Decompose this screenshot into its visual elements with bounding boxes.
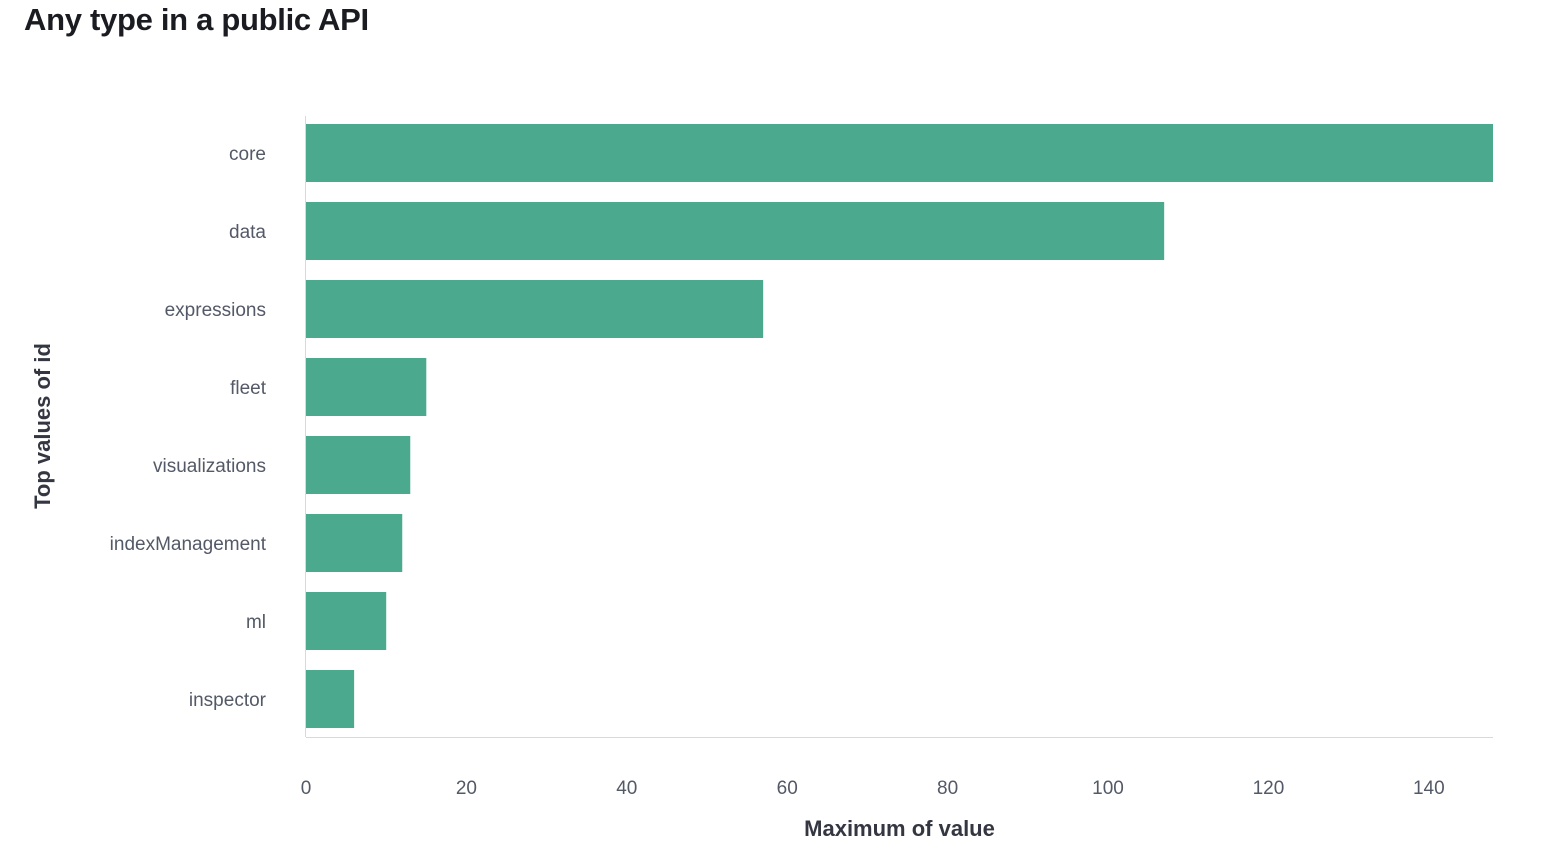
bar-expressions[interactable] — [306, 280, 764, 338]
x-tick-label: 80 — [937, 778, 958, 799]
y-tick-label: expressions — [165, 300, 266, 321]
y-tick-label: visualizations — [153, 456, 266, 477]
bar-fleet[interactable] — [306, 358, 427, 416]
x-tick-labels: 0 20 40 60 80 100 120 140 — [301, 778, 1445, 799]
bar-inspector[interactable] — [306, 670, 355, 728]
x-tick-label: 120 — [1253, 778, 1285, 799]
bars-group — [306, 124, 1493, 728]
x-tick-label: 100 — [1092, 778, 1124, 799]
x-tick-label: 40 — [616, 778, 637, 799]
y-tick-label: indexManagement — [110, 534, 267, 555]
y-tick-label: fleet — [230, 378, 267, 399]
x-tick-label: 0 — [301, 778, 312, 799]
bar-data[interactable] — [306, 202, 1165, 260]
y-tick-label: data — [229, 222, 266, 243]
y-tick-label: ml — [246, 612, 266, 633]
x-tick-label: 20 — [456, 778, 477, 799]
x-axis-title: Maximum of value — [804, 816, 995, 841]
bar-ml[interactable] — [306, 592, 387, 650]
bar-core[interactable] — [306, 124, 1493, 182]
x-tick-label: 60 — [777, 778, 798, 799]
page-title: Any type in a public API — [24, 2, 369, 37]
y-axis-title: Top values of id — [30, 343, 55, 509]
y-tick-label: inspector — [189, 690, 267, 711]
x-tick-label: 140 — [1413, 778, 1445, 799]
bar-indexManagement[interactable] — [306, 514, 403, 572]
y-tick-labels: core data expressions fleet visualizations in… — [110, 144, 267, 711]
bar-visualizations[interactable] — [306, 436, 411, 494]
y-tick-label: core — [229, 144, 266, 165]
